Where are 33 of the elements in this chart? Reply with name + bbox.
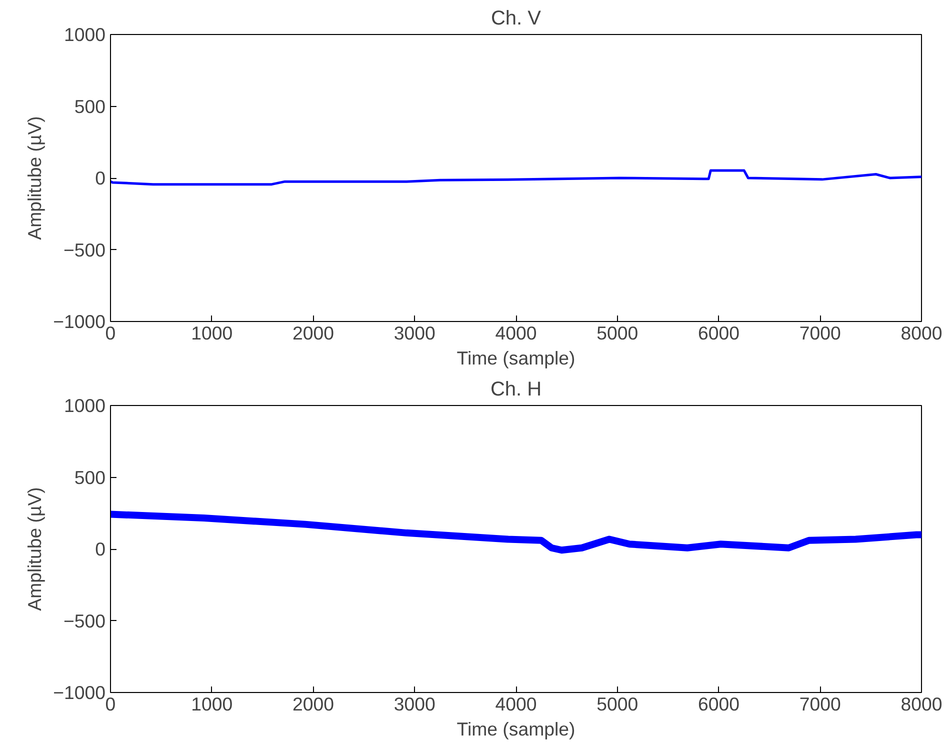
x-tick-label: 2000 <box>292 322 334 344</box>
x-tick-label: 8000 <box>900 322 942 344</box>
x-tick-label: 4000 <box>495 694 537 714</box>
x-tick-label: 6000 <box>698 694 740 714</box>
y-tick-label: −1000 <box>53 311 106 332</box>
x-axis-title: Time (sample) <box>456 348 576 368</box>
x-tick-label: 7000 <box>799 322 841 344</box>
y-tick-label: 1000 <box>64 395 106 416</box>
x-tick-label: 5000 <box>596 322 638 344</box>
x-tick-label: 2000 <box>292 694 334 714</box>
y-tick-label: 1000 <box>64 24 106 45</box>
x-tick-label: 3000 <box>394 694 436 714</box>
chart-title: Ch. V <box>490 8 542 30</box>
x-axis-title: Time (sample) <box>456 718 576 740</box>
y-tick-label: 500 <box>74 96 106 117</box>
x-tick-label: 7000 <box>799 694 841 714</box>
line-series <box>110 169 922 186</box>
x-tick-label: 8000 <box>900 694 942 714</box>
y-tick-label: 0 <box>95 168 106 188</box>
x-tick-label: 3000 <box>394 322 436 344</box>
x-tick-label: 1000 <box>191 322 233 344</box>
x-tick-label: 6000 <box>698 322 740 344</box>
y-axis-title: Amplitube (µV) <box>24 487 46 611</box>
x-tick-label: 5000 <box>596 694 638 714</box>
y-tick-label: 500 <box>74 466 106 488</box>
x-tick-label: 1000 <box>191 694 233 714</box>
chart-title: Ch. H <box>490 378 542 400</box>
y-axis-title: Amplitube (µV) <box>24 116 46 240</box>
y-tick-label: −500 <box>63 610 106 632</box>
y-tick-label: −500 <box>63 239 106 260</box>
y-tick-label: −1000 <box>53 682 106 703</box>
y-tick-label: 0 <box>95 538 106 560</box>
x-tick-label: 4000 <box>495 322 537 344</box>
